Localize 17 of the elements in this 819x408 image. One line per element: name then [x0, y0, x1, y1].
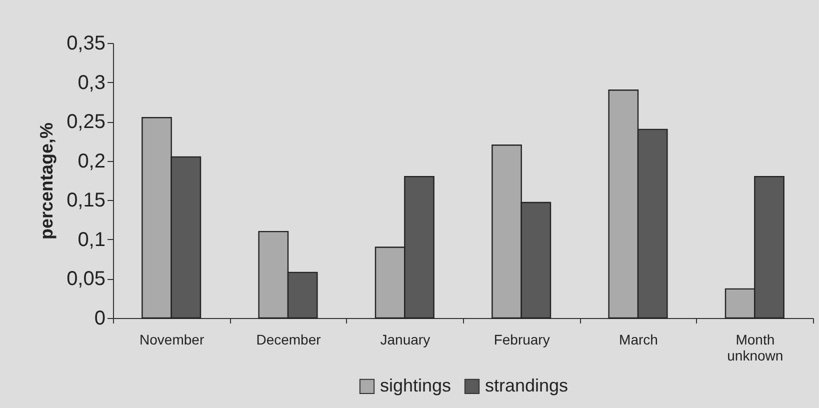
- x-tick-label: November: [140, 332, 204, 348]
- x-tick-label: December: [256, 332, 322, 348]
- y-tick-label: 0,3: [78, 72, 106, 94]
- legend-label: sightings: [380, 375, 452, 396]
- y-tick-label: 0,2: [78, 150, 106, 172]
- legend-label: strandings: [485, 375, 568, 396]
- y-tick-label: 0: [94, 308, 106, 330]
- x-tick-label: Month unknown: [727, 332, 784, 364]
- y-tick-label: 0,15: [66, 190, 106, 212]
- y-tick-label: 0,05: [66, 268, 106, 290]
- x-tick-label: February: [494, 332, 550, 348]
- y-tick-label: 0,1: [78, 228, 106, 251]
- x-tick-label: January: [380, 332, 430, 348]
- y-tick-label: 0,25: [66, 111, 106, 134]
- x-tick-label: March: [619, 332, 658, 348]
- y-tick-label: 0,35: [66, 32, 106, 54]
- y-axis-title: percentage,%: [36, 122, 57, 240]
